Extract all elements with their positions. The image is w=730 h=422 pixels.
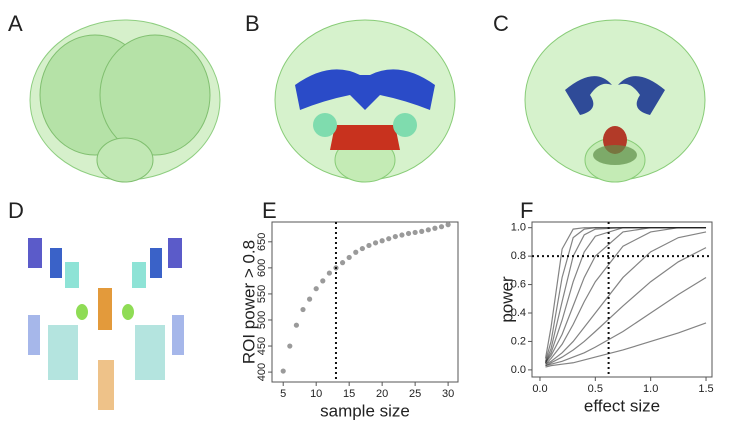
point xyxy=(293,322,300,328)
power-curve xyxy=(545,247,707,367)
y-tick-label: 1.0 xyxy=(511,222,526,234)
y-tick-label: 0.6 xyxy=(511,278,526,290)
y-tick-label: 0.4 xyxy=(511,307,526,319)
point xyxy=(419,228,425,234)
x-tick-label: 1.5 xyxy=(698,383,713,395)
point xyxy=(432,225,438,231)
power-curve xyxy=(545,231,707,365)
point xyxy=(353,249,359,255)
x-tick-label: 25 xyxy=(409,388,421,400)
brain-c xyxy=(524,19,706,183)
panel-label: B xyxy=(245,11,260,36)
point xyxy=(339,260,346,266)
brain-d xyxy=(28,238,184,410)
point xyxy=(300,306,306,313)
point xyxy=(366,242,372,249)
y-tick-label: 0.0 xyxy=(511,364,526,376)
point xyxy=(445,222,451,228)
point xyxy=(399,232,405,238)
point xyxy=(346,254,352,261)
x-tick-label: 20 xyxy=(376,388,388,400)
point xyxy=(320,278,326,284)
point xyxy=(326,270,332,276)
point xyxy=(280,368,286,374)
y-axis-label: ROI power > 0.8 xyxy=(239,240,258,364)
plot-frame xyxy=(531,221,713,378)
point xyxy=(438,224,445,230)
x-axis-label: sample size xyxy=(320,401,410,420)
panel-label: D xyxy=(8,198,24,223)
power-curve xyxy=(545,227,707,365)
y-tick-label: 0.2 xyxy=(511,335,526,347)
point xyxy=(412,229,418,236)
power-curve xyxy=(545,276,707,367)
panel-label: C xyxy=(493,11,509,36)
x-tick-label: 5 xyxy=(280,388,286,400)
point xyxy=(359,245,365,252)
point xyxy=(372,240,379,246)
x-tick-label: 0.0 xyxy=(532,383,547,395)
y-axis-label: power xyxy=(497,276,516,323)
y-tick-label: 0.8 xyxy=(511,250,526,262)
panel-label: E xyxy=(262,198,277,223)
point xyxy=(386,236,392,242)
x-tick-label: 30 xyxy=(442,388,454,400)
point xyxy=(313,286,319,292)
y-tick-label: 600 xyxy=(256,259,268,277)
plot-frame xyxy=(271,221,459,383)
y-tick-label: 450 xyxy=(256,337,268,355)
x-tick-label: 15 xyxy=(343,388,355,400)
brain-b xyxy=(274,19,456,183)
point xyxy=(425,227,431,233)
power-curve xyxy=(545,227,707,364)
x-tick-label: 0.5 xyxy=(588,383,603,395)
x-tick-label: 10 xyxy=(310,388,322,400)
y-tick-label: 650 xyxy=(256,233,268,251)
point xyxy=(287,343,293,349)
point xyxy=(405,230,412,237)
y-tick-label: 400 xyxy=(256,363,268,381)
x-axis-label: effect size xyxy=(584,396,660,415)
point xyxy=(392,233,398,240)
y-tick-label: 500 xyxy=(256,311,268,329)
power-curve xyxy=(544,227,707,364)
power-curve xyxy=(545,322,707,368)
brain-a xyxy=(29,19,221,183)
y-tick-label: 550 xyxy=(256,285,268,303)
point xyxy=(379,238,385,244)
x-tick-label: 1.0 xyxy=(643,383,658,395)
panel-label: F xyxy=(520,198,533,223)
point xyxy=(306,296,313,302)
panel-label: A xyxy=(8,11,23,36)
